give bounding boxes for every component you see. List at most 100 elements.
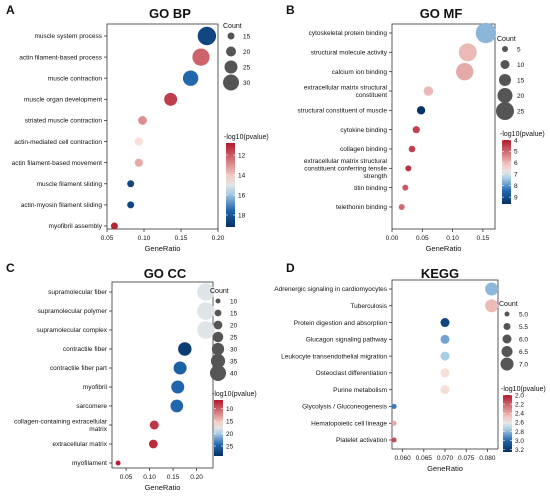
colorbar-tick-label: 18 (238, 212, 246, 219)
size-legend-label: 35 (230, 358, 238, 365)
data-point (485, 282, 499, 296)
data-point (398, 204, 405, 210)
y-tick-label: strength (364, 173, 388, 180)
data-point (127, 180, 135, 188)
y-tick-label: cytokine binding (340, 127, 387, 134)
y-tick-label: calcium ion binding (332, 69, 388, 76)
size-legend-label: 7.0 (519, 361, 528, 368)
size-legend-dot (500, 60, 510, 69)
y-tick-label: Glycolysis / Gluconeogenesis (302, 404, 388, 411)
x-tick-label: 0.10 (143, 474, 156, 481)
x-tick-label: 0.20 (212, 235, 225, 242)
colorbar-tick-label: 5 (514, 149, 518, 156)
size-legend-label: 6.0 (519, 336, 528, 343)
size-legend-dot (223, 74, 239, 91)
data-point (440, 385, 450, 395)
colorbar-tick-label: 16 (238, 192, 246, 199)
data-point (458, 43, 477, 62)
x-tick-label: 0.15 (167, 474, 180, 481)
y-tick-label: actin filament-based movement (12, 160, 103, 167)
data-point (456, 62, 474, 81)
size-legend-dot (210, 353, 226, 369)
size-legend-title: Count (223, 23, 242, 30)
data-point (412, 126, 420, 134)
panel-letter: D (286, 261, 295, 275)
x-axis-label: GeneRatio (427, 464, 463, 473)
data-point (440, 351, 450, 361)
size-legend-label: 15 (243, 33, 251, 40)
size-legend-dot (500, 357, 514, 371)
y-tick-label: Osteoclast differentiation (316, 370, 388, 377)
size-legend-dot (224, 60, 238, 74)
size-legend-label: 30 (230, 346, 238, 353)
y-tick-label: Leukocyte transendothelial migration (281, 353, 387, 360)
data-point (402, 184, 409, 191)
y-tick-label: structural molecule activity (311, 50, 388, 57)
y-tick-label: myofibril assembly (49, 223, 103, 230)
y-tick-label: extracellular matrix (52, 441, 107, 448)
colorbar-tick-label: 2.2 (515, 401, 524, 408)
color-legend-title: -log10(pvalue) (501, 386, 546, 393)
chart-title: GO MF (420, 6, 463, 21)
colorbar-tick-label: 4 (514, 137, 518, 144)
colorbar-tick-label: 7 (514, 172, 518, 179)
data-point (192, 48, 210, 66)
plot-frame (391, 279, 499, 450)
y-tick-label: myofilament (72, 460, 107, 467)
panel-a: A GO BP 0.05 0.10 0.15 0.20 GeneRatio muscle sy… (6, 3, 269, 253)
colorbar-tick-label: 3.2 (515, 447, 524, 454)
size-legend-label: 20 (243, 49, 251, 56)
data-point (110, 222, 118, 230)
color-legend-title: -log10(pvalue) (212, 391, 257, 398)
size-legend-label: 10 (517, 62, 525, 69)
size-legend-label: 5.5 (519, 324, 528, 331)
x-axis-label: GeneRatio (145, 483, 181, 492)
colorbar-tick-label: 6 (514, 160, 518, 167)
size-legend-label: 25 (243, 64, 251, 71)
data-point (115, 460, 121, 466)
size-legend-dot (502, 46, 508, 52)
data-point (475, 22, 497, 44)
colorbar-tick-label: 9 (514, 194, 518, 201)
size-legend-dot (501, 346, 513, 357)
y-tick-label: constituent (356, 92, 388, 99)
size-legend-dot (210, 365, 226, 381)
plot-frame (111, 281, 214, 469)
x-tick-label: 0.065 (416, 455, 433, 462)
x-tick-label: 0.10 (138, 235, 151, 242)
size-legend-dot (497, 88, 513, 103)
x-tick-label: 0.15 (175, 235, 188, 242)
size-legend-dot (215, 298, 221, 304)
colorbar-tick-label: 14 (238, 172, 246, 179)
y-tick-label: myofibril (83, 384, 108, 391)
size-legend-label: 5.0 (519, 311, 528, 318)
x-tick-label: 0.080 (479, 455, 496, 462)
data-point (416, 106, 426, 115)
data-point (485, 299, 499, 313)
data-point (127, 201, 135, 209)
size-legend-label: 5 (517, 46, 521, 53)
panel-letter: C (6, 261, 15, 275)
panel-d: D KEGG 0.060 0.065 0.070 0.075 0.080 GeneRatio A… (274, 261, 545, 473)
y-tick-label: muscle organ development (24, 97, 102, 104)
colorbar-tick-label: 15 (226, 418, 234, 425)
data-point (391, 403, 397, 409)
y-tick-label: extracellular matrix structural (304, 84, 388, 91)
colorbar-tick-label: 2.8 (515, 429, 524, 436)
data-point (197, 321, 215, 339)
data-point (170, 399, 184, 413)
color-legend-title: -log10(pvalue) (500, 131, 545, 138)
color-legend-title: -log10(pvalue) (224, 134, 269, 141)
colorbar-tick-label: 12 (238, 152, 246, 159)
colorbar-tick-label: 8 (514, 183, 518, 190)
plot-frame (391, 23, 496, 230)
x-tick-label: 0.05 (120, 474, 133, 481)
colorbar (214, 400, 223, 456)
size-legend-label: 6.5 (519, 349, 528, 356)
y-tick-label: Adrenergic signaling in cardiomyocytes (274, 286, 387, 293)
y-tick-label: sarcomere (76, 403, 107, 410)
x-tick-label: 0.15 (477, 235, 490, 242)
y-tick-label: Purine metabolism (333, 387, 387, 394)
y-tick-label: Tuberculosis (350, 303, 387, 310)
